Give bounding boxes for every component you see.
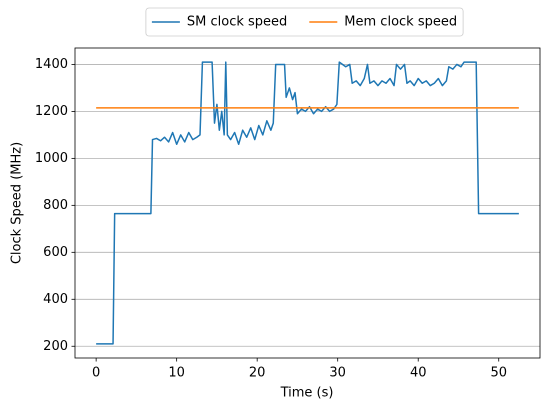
y-tick-label: 1400 [35,57,68,72]
x-tick-label: 20 [249,366,266,381]
plot-frame [74,47,541,359]
legend-box [145,7,464,37]
legend-label: SM clock speed [187,15,287,30]
y-tick-label: 1200 [35,104,68,119]
x-tick-label: 30 [329,366,346,381]
y-tick-label: 400 [43,292,68,307]
legend-label: Mem clock speed [344,15,457,30]
y-tick-label: 600 [43,245,68,260]
x-tick-label: 10 [168,366,185,381]
x-axis-label: Time (s) [280,386,334,401]
x-tick-label: 50 [490,366,507,381]
x-tick-label: 0 [92,366,100,381]
y-tick-label: 800 [43,198,68,213]
y-tick-label: 1000 [35,151,68,166]
y-axis-label: Clock Speed (MHz) [10,142,25,264]
data-line [96,61,519,345]
y-tick-label: 200 [43,339,68,354]
x-tick-label: 40 [410,366,427,381]
